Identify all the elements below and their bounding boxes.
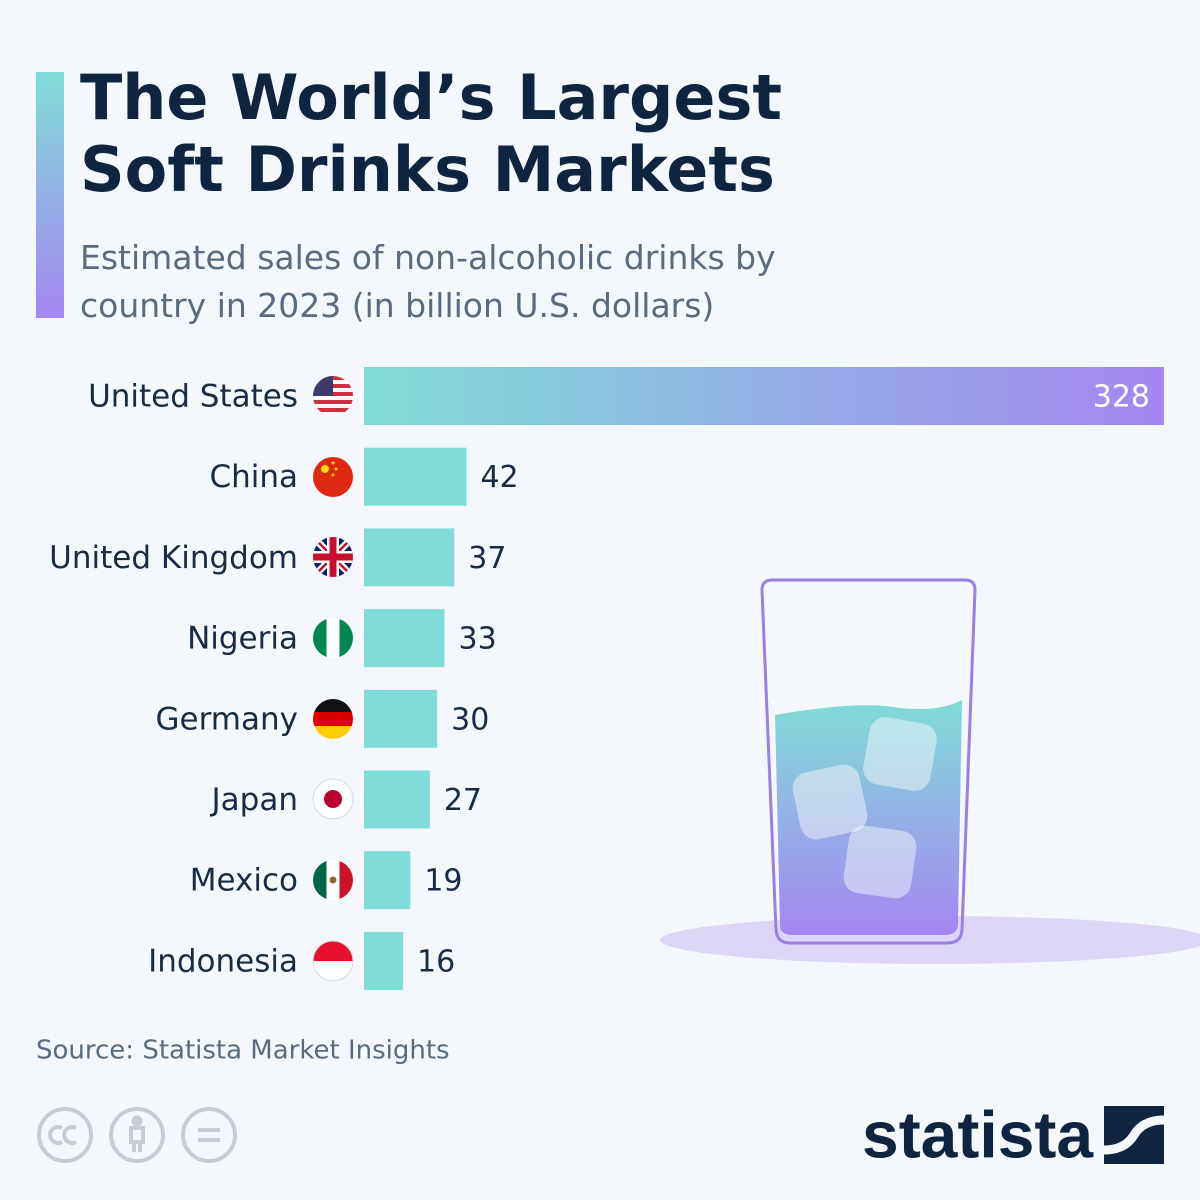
category-label: United States — [88, 379, 298, 415]
flag — [313, 618, 353, 658]
flag — [313, 457, 353, 497]
value-label: 19 — [424, 864, 462, 899]
chart-title: The World’s Largest Soft Drinks Markets — [80, 61, 782, 206]
value-label: 16 — [417, 944, 455, 979]
value-label: 30 — [451, 702, 489, 737]
value-label: 37 — [468, 541, 506, 576]
category-label: Japan — [210, 782, 298, 818]
flag-outlines — [312, 778, 354, 982]
chart-subtitle: Estimated sales of non-alcoholic drinks … — [80, 238, 776, 325]
bar — [364, 689, 438, 748]
bar — [364, 367, 1164, 425]
category-label: China — [209, 459, 298, 495]
flag — [313, 699, 353, 739]
value-label: 27 — [444, 783, 482, 818]
flag — [313, 860, 353, 900]
bar — [364, 770, 430, 829]
category-label: Mexico — [190, 863, 298, 899]
bar — [364, 447, 467, 506]
flag — [313, 537, 353, 577]
category-label: United Kingdom — [49, 540, 298, 576]
flag — [313, 779, 353, 819]
logo: statista — [862, 1097, 1094, 1171]
glass-illustration — [660, 578, 1200, 964]
bar — [364, 851, 411, 910]
logo-icon — [1103, 1106, 1165, 1164]
license-icons — [37, 1107, 237, 1163]
category-label: Nigeria — [187, 621, 298, 657]
value-label: 328 — [1093, 380, 1150, 415]
flag — [313, 376, 353, 416]
bar — [364, 609, 445, 668]
bar — [364, 528, 455, 587]
category-label: Indonesia — [148, 943, 298, 979]
value-label: 42 — [480, 460, 518, 495]
accent-bar — [36, 72, 64, 318]
flag — [313, 941, 353, 981]
source: Source: Statista Market Insights — [36, 1036, 450, 1066]
value-label: 33 — [458, 622, 496, 657]
bar — [364, 931, 404, 990]
category-label: Germany — [156, 701, 298, 737]
